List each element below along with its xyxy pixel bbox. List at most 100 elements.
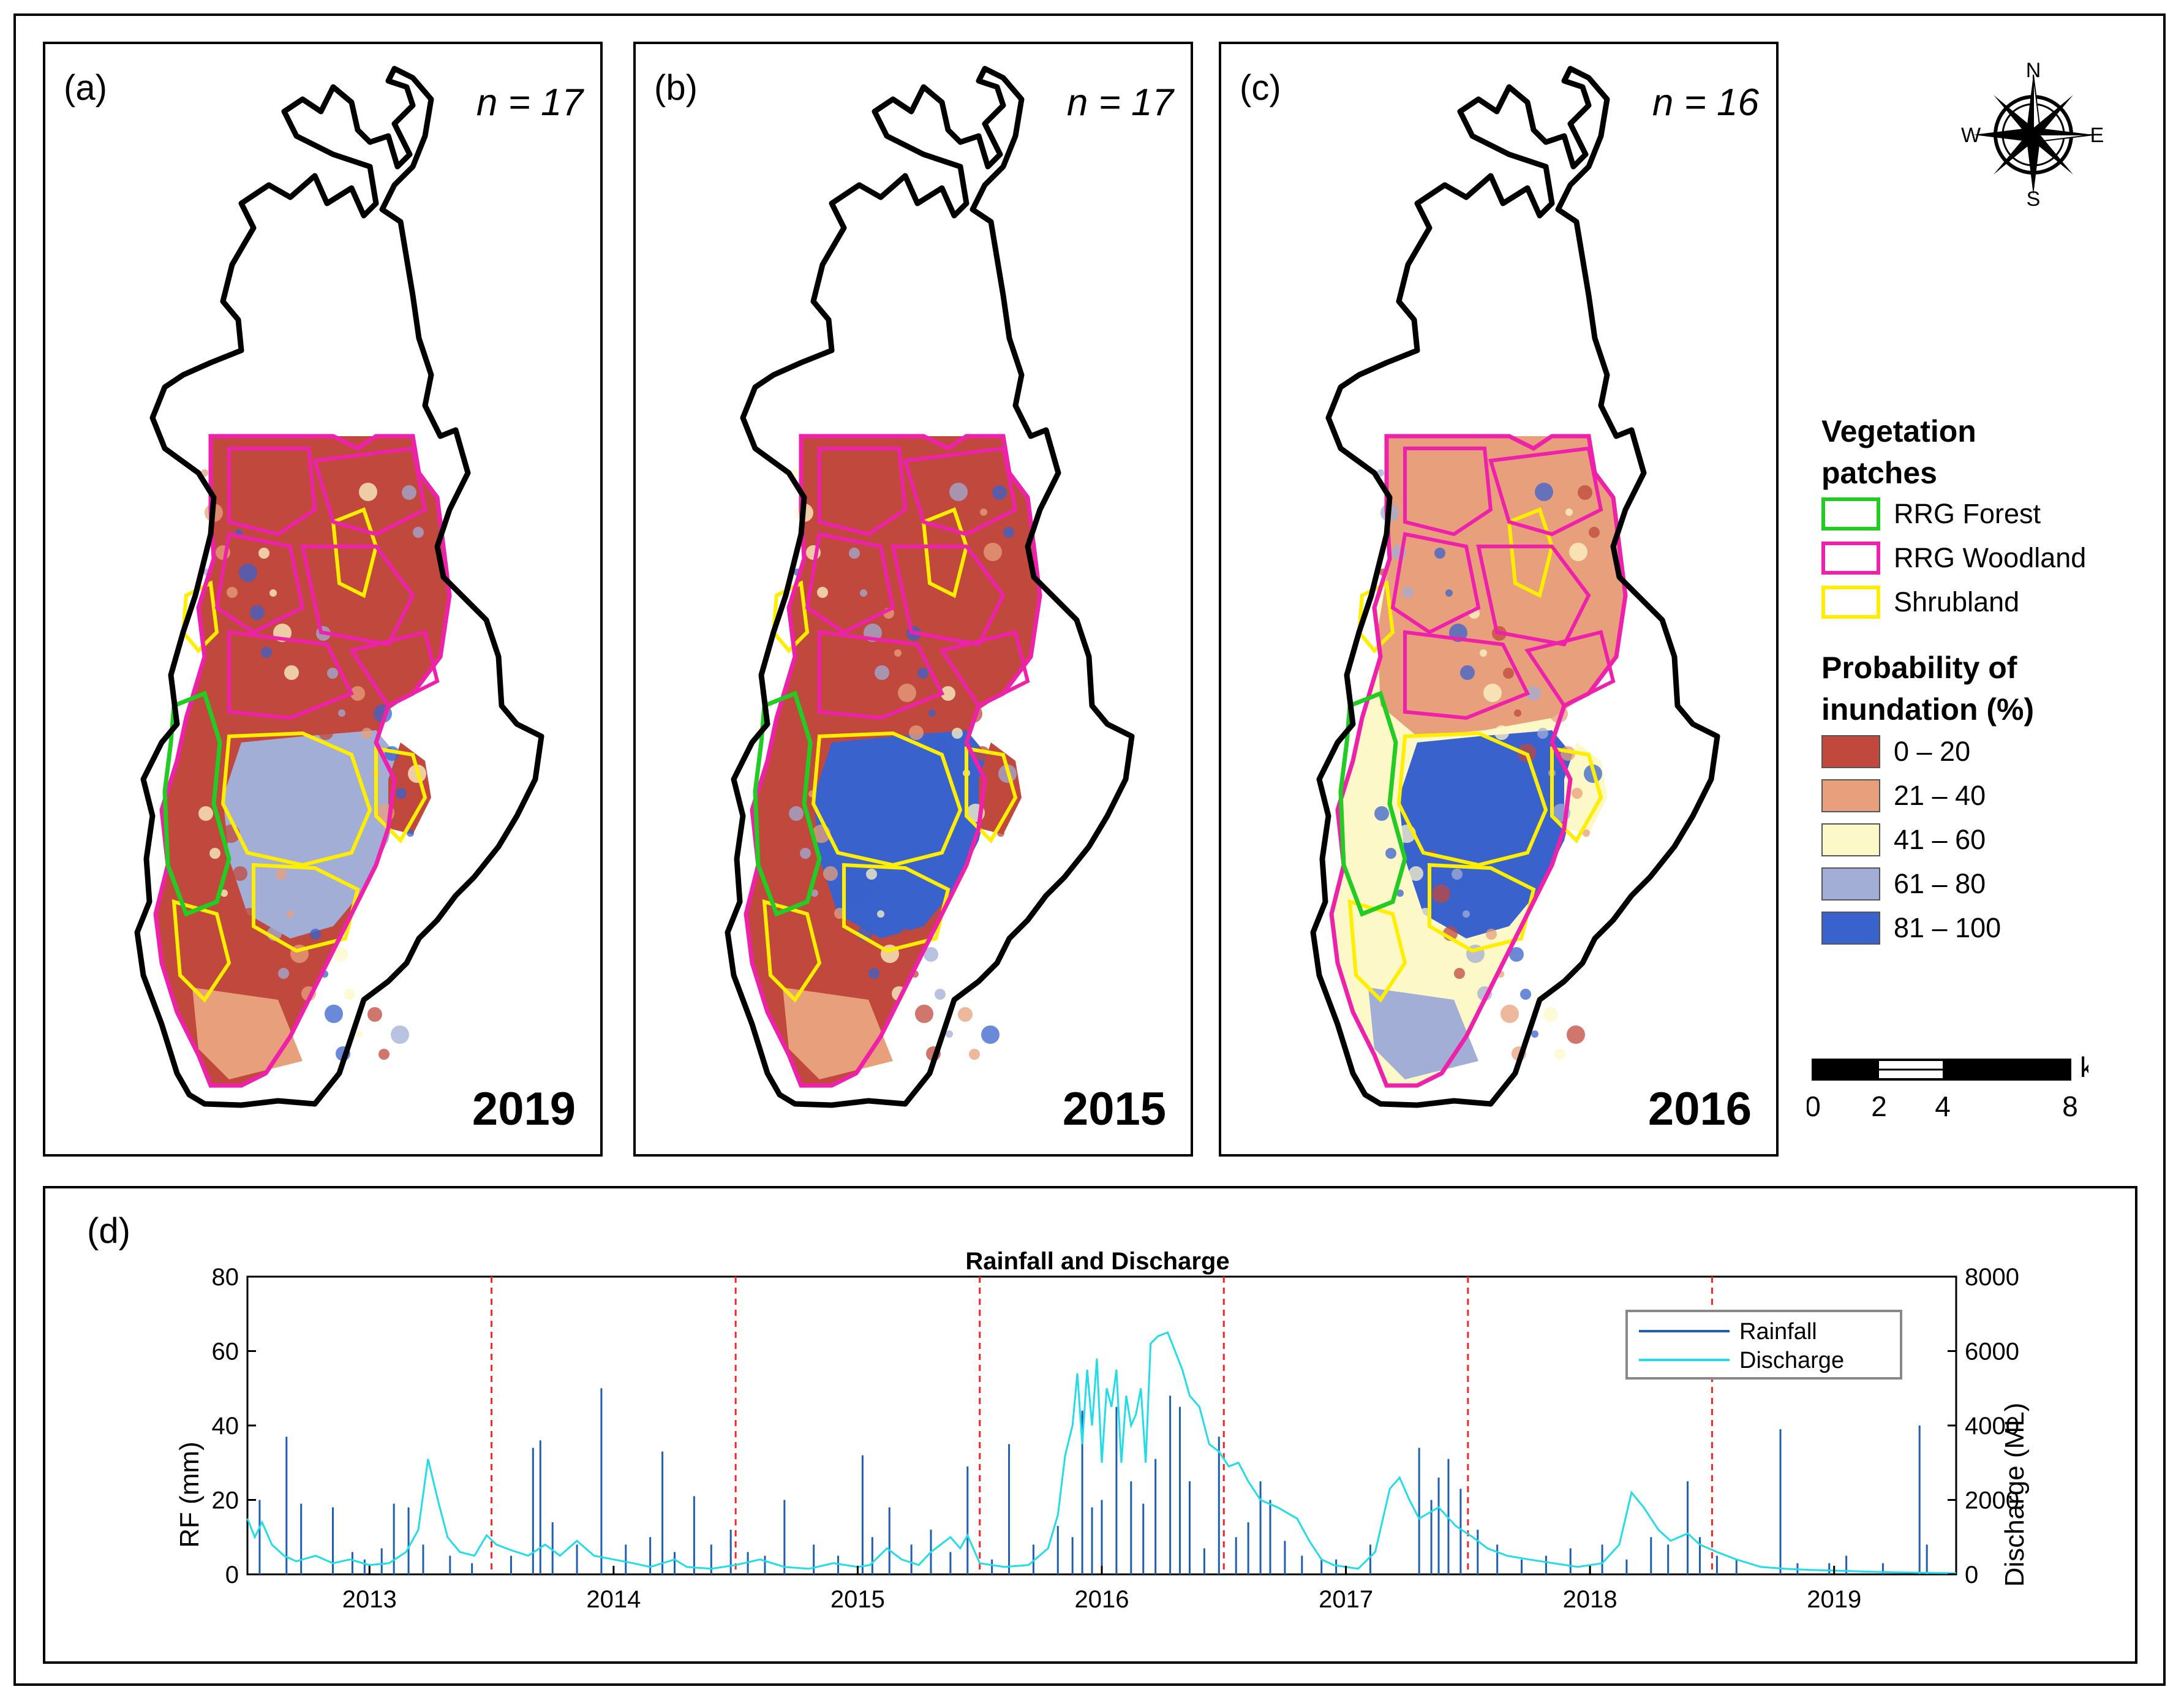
- floodplain-boundary: [725, 66, 1135, 1108]
- inundation-speckle: [1445, 589, 1453, 597]
- y-tick-label-right: 4000: [1965, 1413, 2019, 1440]
- inundation-speckle: [1501, 1005, 1519, 1023]
- y-tick-label-left: 20: [212, 1487, 239, 1514]
- x-tick-label: 2013: [342, 1586, 397, 1613]
- woodland-patch: [805, 532, 895, 635]
- map-year: 2016: [1647, 1083, 1752, 1135]
- inundation-speckle: [350, 686, 365, 701]
- shrubland-patch: [1347, 899, 1407, 1003]
- y-axis-label-right: Discharge (ML): [2000, 1403, 2030, 1587]
- inundation-speckle: [261, 647, 272, 658]
- inundation-speckle: [1396, 889, 1404, 897]
- inundation-speckle: [1434, 548, 1445, 559]
- inundation-speckle: [941, 686, 955, 701]
- sample-count: n = 17: [1066, 81, 1173, 124]
- inundation-speckle: [367, 1007, 382, 1022]
- woodland-patch: [227, 447, 317, 537]
- sample-count: n = 17: [476, 81, 583, 124]
- chart-panel-d: (d) Rainfall and Discharge RF (mm) Disch…: [43, 1186, 2137, 1664]
- inundation-speckle: [980, 508, 987, 516]
- inundation-speckle: [1569, 543, 1587, 561]
- inundation-speckle: [958, 1007, 973, 1022]
- floodplain-boundary: [134, 66, 544, 1108]
- inundation-speckle: [981, 1025, 1000, 1044]
- legend-label: 61 – 80: [1894, 868, 1986, 899]
- inundation-speckle: [1483, 684, 1502, 702]
- inundation-speckle: [849, 548, 860, 559]
- inundation-speckle: [811, 889, 818, 897]
- scale-tick: 4: [1935, 1090, 1951, 1122]
- inundation-speckle: [1003, 527, 1014, 538]
- inundation-speckle: [378, 1049, 390, 1060]
- shrubland-patch: [965, 746, 1018, 844]
- shrubland-patch: [374, 746, 427, 844]
- inundation-speckle: [992, 485, 1007, 500]
- inundation-south: [223, 730, 407, 938]
- shrubland-patch: [842, 863, 951, 953]
- woodland-patch: [1403, 447, 1493, 537]
- panel-label: (d): [87, 1211, 130, 1251]
- inundation-speckle: [1537, 728, 1548, 739]
- prob-legend-title: Probability of inundation (%): [1821, 651, 2035, 727]
- inundation-speckle: [198, 806, 213, 821]
- inundation-speckle: [924, 947, 938, 962]
- inundation-speckle: [1526, 686, 1541, 701]
- map-legend: Vegetation patches RRG Forest RRG Woodla…: [1813, 410, 2156, 962]
- shrubland-patch: [1396, 731, 1548, 867]
- inundation-speckle: [846, 885, 865, 903]
- woodland-patch: [214, 532, 305, 635]
- inundation-speckle: [276, 869, 287, 880]
- inundation-speckle: [1415, 564, 1433, 582]
- inundation-speckle: [984, 543, 1002, 561]
- compass-w: W: [1961, 124, 1981, 147]
- inundation-map: [134, 66, 544, 1108]
- x-tick-label: 2018: [1563, 1586, 1617, 1613]
- inundation-speckle: [789, 806, 804, 821]
- inundation-speckle: [900, 929, 911, 940]
- inundation-speckle: [829, 564, 848, 582]
- inundation-speckle: [1432, 885, 1450, 903]
- inundation-speckle: [866, 869, 877, 880]
- inundation-speckle: [318, 725, 333, 740]
- shrubland-patch: [331, 507, 378, 599]
- legend-label: 21 – 40: [1894, 780, 1986, 811]
- inundation-map: [1310, 66, 1720, 1108]
- inundation-speckle: [935, 989, 946, 1000]
- inundation-speckle: [1494, 725, 1509, 740]
- inundation-speckle: [413, 527, 424, 538]
- inundation-speckle: [1403, 587, 1414, 598]
- x-tick-label: 2015: [830, 1586, 885, 1613]
- woodland-patch: [1488, 446, 1603, 537]
- inundation-speckle: [1535, 483, 1553, 501]
- inundation-speckle: [333, 947, 348, 962]
- forest-patch: [1338, 690, 1407, 917]
- inundation-speckle: [1509, 947, 1524, 962]
- chart-title: Rainfall and Discharge: [965, 1248, 1229, 1275]
- forest-patch: [753, 690, 822, 917]
- scale-bar: km 0 2 4 8: [1807, 1051, 2088, 1122]
- inundation-speckle: [1460, 665, 1475, 680]
- legend-label: 41 – 60: [1894, 824, 1986, 855]
- scale-tick: 2: [1871, 1090, 1887, 1122]
- compass-n: N: [2026, 61, 2041, 82]
- inundation-speckle: [1503, 668, 1514, 679]
- shrubland-patch: [811, 731, 963, 867]
- legend-swatch-shrubland: [1821, 586, 1880, 619]
- floodplain-boundary: [1310, 66, 1720, 1108]
- sample-count: n = 16: [1652, 81, 1759, 124]
- y-axis-label-left: RF (mm): [175, 1441, 205, 1548]
- woodland-patch: [903, 446, 1018, 537]
- inundation-speckle: [361, 728, 372, 739]
- y-tick-label-right: 0: [1965, 1561, 1978, 1588]
- inundation-speckle: [325, 1005, 343, 1023]
- shrubland-patch: [921, 507, 969, 599]
- inundation-speckle: [860, 589, 867, 597]
- inundation-speckle: [284, 665, 299, 680]
- inundation-speckle: [258, 548, 269, 559]
- inundation-south: [1399, 730, 1583, 938]
- x-tick-label: 2016: [1075, 1586, 1129, 1613]
- inundation-speckle: [909, 725, 924, 740]
- inundation-speckle: [304, 649, 311, 657]
- inundation-speckle: [800, 848, 811, 859]
- inundation-speckle: [209, 848, 220, 859]
